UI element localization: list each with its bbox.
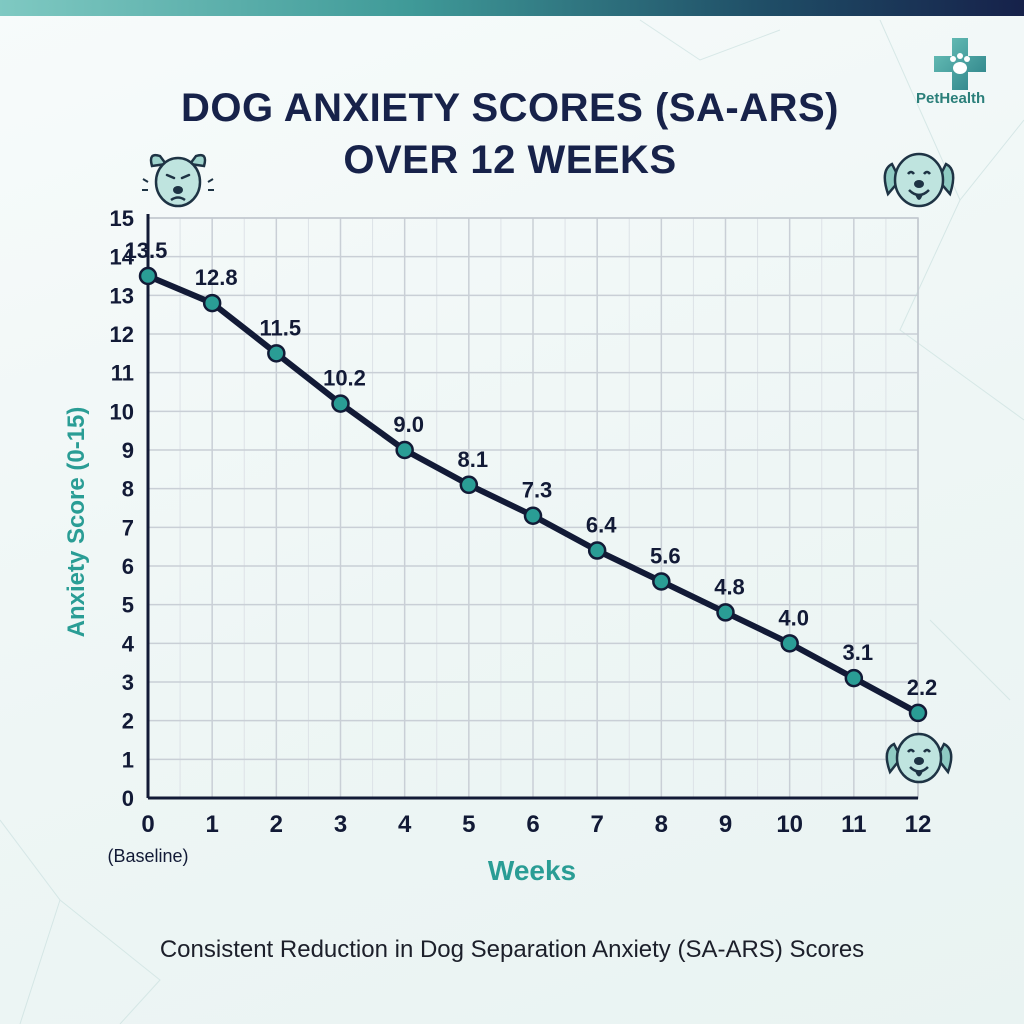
data-point: [202, 293, 222, 313]
happy-dog-icon: [883, 152, 955, 208]
y-tick-label: 2: [122, 709, 134, 734]
y-tick-label: 7: [122, 515, 134, 540]
data-label: 11.5: [260, 315, 302, 340]
data-label: 12.8: [195, 265, 238, 290]
data-point: [459, 475, 479, 495]
x-tick-label: 7: [590, 811, 603, 838]
y-tick-label: 10: [110, 399, 134, 424]
y-tick-label: 12: [110, 322, 134, 347]
y-tick-label: 14: [110, 245, 135, 270]
data-label: 13.5: [125, 238, 168, 263]
x-tick-label: 11: [841, 811, 866, 838]
x-tick-sublabel: (Baseline): [107, 846, 188, 866]
y-tick-label: 3: [122, 670, 134, 695]
y-tick-label: 8: [122, 477, 134, 502]
x-tick-label: 3: [334, 811, 347, 838]
x-tick-label: 4: [398, 811, 412, 838]
x-tick-label: 6: [526, 811, 539, 838]
series-layer: 13.5 12.8 11.5 10.2 9.0 8.1 7.3 6.4 5.6 4.8 4.0 3.1…: [125, 238, 938, 723]
data-point: [395, 440, 414, 460]
y-axis-label: Anxiety Score (0-15): [63, 407, 90, 638]
data-point: [587, 541, 607, 560]
chart-caption: Consistent Reduction in Dog Separation A…: [159, 936, 865, 963]
chart-title: DOG ANXIETY SCORES (SA-ARS) OVER 12 WEEK…: [80, 82, 940, 186]
x-tick-label: 0: [141, 811, 154, 838]
x-tick-labels: 0 1 2 3 4 5 6 7 8 9 10 11 12(Baseline): [107, 811, 931, 866]
data-label: 5.6: [650, 543, 681, 568]
data-point: [523, 506, 543, 525]
data-point: [267, 344, 286, 363]
anxious-dog-icon: [142, 153, 214, 208]
data-label: 7.3: [522, 478, 553, 503]
data-point: [908, 703, 928, 723]
data-point: [652, 572, 671, 591]
data-label: 4.8: [714, 574, 745, 599]
data-label: 6.4: [586, 513, 617, 538]
data-label: 2.2: [907, 675, 938, 700]
happy-dog-icon: [885, 732, 953, 784]
y-tick-label: 6: [122, 554, 134, 579]
x-axis-label: Weeks: [488, 855, 576, 886]
x-tick-label: 2: [270, 811, 283, 838]
data-point: [716, 603, 735, 622]
y-tick-label: 0: [122, 786, 134, 811]
x-tick-label: 5: [462, 811, 475, 838]
chart-title-line-2: OVER 12 WEEKS: [343, 138, 677, 182]
top-accent-bar: [0, 0, 1024, 16]
data-label: 8.1: [458, 447, 489, 472]
data-point: [331, 394, 350, 413]
x-tick-label: 8: [655, 811, 668, 838]
y-tick-label: 13: [110, 283, 134, 308]
data-label: 10.2: [323, 366, 366, 391]
chart-title-line-1: DOG ANXIETY SCORES (SA-ARS): [180, 86, 839, 130]
x-tick-label: 10: [776, 811, 803, 838]
brand-name: PetHealth: [916, 90, 986, 107]
chart-axes: [146, 214, 918, 800]
data-point: [138, 266, 158, 286]
data-point: [780, 634, 799, 653]
paw-cross-icon: [934, 38, 986, 90]
y-tick-label: 4: [122, 631, 135, 656]
data-label: 3.1: [843, 640, 874, 665]
x-tick-label: 9: [719, 811, 732, 838]
y-tick-label: 15: [110, 206, 134, 231]
y-tick-label: 1: [122, 747, 134, 772]
data-point: [844, 668, 864, 688]
y-tick-label: 11: [111, 361, 134, 386]
x-tick-label: 1: [205, 811, 218, 838]
x-tick-label: 12: [905, 811, 932, 838]
data-label: 9.0: [393, 412, 424, 437]
data-label: 4.0: [778, 605, 809, 630]
y-tick-label: 9: [122, 438, 134, 463]
y-tick-label: 5: [122, 593, 134, 618]
